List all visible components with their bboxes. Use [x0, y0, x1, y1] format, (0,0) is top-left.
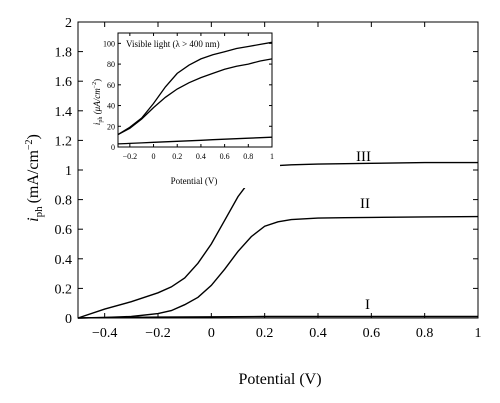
inset-y-axis-title-main: i — [92, 122, 102, 125]
inset-series-line-1 — [117, 136, 273, 145]
inset-x-tick-label: 0.6 — [220, 152, 230, 161]
main-y-axis-title-sup: −2 — [24, 139, 35, 150]
inset-y-axis-title-sub: ph — [98, 117, 104, 123]
main-y-axis-title: iph (mA/cm−2) — [24, 134, 45, 222]
inset-y-axis-title: iph (μA/cm−2) — [92, 79, 104, 125]
inset-x-tick-label: 0 — [152, 152, 156, 161]
inset-x-tick-label: 0.8 — [243, 152, 253, 161]
inset-x-axis-title: Potential (V) — [171, 176, 218, 186]
inset-x-tick-label: −0.2 — [123, 152, 138, 161]
inset-y-tick-label: 100 — [103, 39, 115, 48]
inset-series-group — [117, 41, 273, 145]
main-y-tick-label: 0.2 — [55, 282, 73, 297]
main-y-tick-label: 0.6 — [55, 223, 73, 238]
main-y-tick-label: 0 — [65, 312, 72, 327]
main-y-axis-title-sub: ph — [33, 206, 45, 218]
main-x-tick-label: 0.4 — [309, 326, 327, 341]
inset-x-tick-label: 0.2 — [172, 152, 182, 161]
main-series-group — [77, 161, 479, 319]
main-x-tick-label: 0.6 — [363, 326, 381, 341]
main-x-tick-label: 1 — [475, 326, 482, 341]
main-x-tick-label: 0.2 — [256, 326, 274, 341]
inset-background — [88, 28, 280, 188]
inset-axes: −0.2 0 0.2 0.4 0.6 0.8 1 0 20 40 60 80 100 — [103, 32, 274, 161]
inset-x-tick-label: 0.4 — [196, 152, 206, 161]
main-series-line-2 — [77, 215, 479, 319]
inset-y-tick-label: 20 — [107, 122, 115, 131]
inset-plot-frame — [117, 32, 273, 148]
inset-y-axis-title-unit: (μA/cm — [92, 88, 102, 117]
main-x-tick-label: −0.2 — [145, 326, 170, 341]
main-y-tick-label: 2 — [65, 16, 72, 31]
main-y-axis-title-main: i — [25, 217, 42, 221]
main-curve-labels: III II I — [356, 149, 371, 313]
main-series-line-3 — [77, 161, 478, 319]
inset-y-axis-title-sup: −2 — [92, 82, 98, 88]
curve-label-I: I — [365, 297, 370, 313]
main-y-tick-label: 1.2 — [55, 134, 73, 149]
inset-y-axis-title-close: ) — [92, 79, 102, 82]
main-y-tick-label: 1.8 — [55, 46, 73, 61]
main-x-tick-label: 0 — [208, 326, 215, 341]
inset-x-tick-label: 1 — [270, 152, 274, 161]
main-y-axis-title-unit: (mA/cm — [25, 150, 42, 204]
main-y-tick-label: 1.4 — [55, 105, 73, 120]
inset-series-line-3 — [117, 41, 273, 136]
curve-label-III: III — [356, 149, 371, 165]
inset-y-tick-label: 80 — [107, 60, 115, 69]
inset-y-tick-label: 60 — [107, 81, 115, 90]
inset-y-tick-label: 40 — [107, 102, 115, 111]
main-y-axis-title-close: ) — [25, 134, 42, 139]
inset-annotation: Visible light (λ > 400 nm) — [126, 39, 220, 49]
main-y-tick-label: 1 — [65, 164, 72, 179]
main-y-tick-label: 0.4 — [55, 253, 73, 268]
main-y-tick-label: 0.8 — [55, 194, 73, 209]
main-x-axis-title: Potential (V) — [238, 371, 321, 388]
main-y-tick-label: 1.6 — [55, 75, 73, 90]
inset-series-line-2 — [117, 58, 273, 136]
inset-y-tick-label: 0 — [111, 143, 115, 152]
main-x-tick-label: −0.4 — [92, 326, 117, 341]
main-axes: −0.4 −0.2 0 0.2 0.4 0.6 0.8 1 0 0.2 0.4 0.6 0.8 1 1.2 1… — [55, 16, 482, 341]
curve-label-II: II — [360, 196, 370, 212]
main-x-tick-label: 0.8 — [416, 326, 434, 341]
